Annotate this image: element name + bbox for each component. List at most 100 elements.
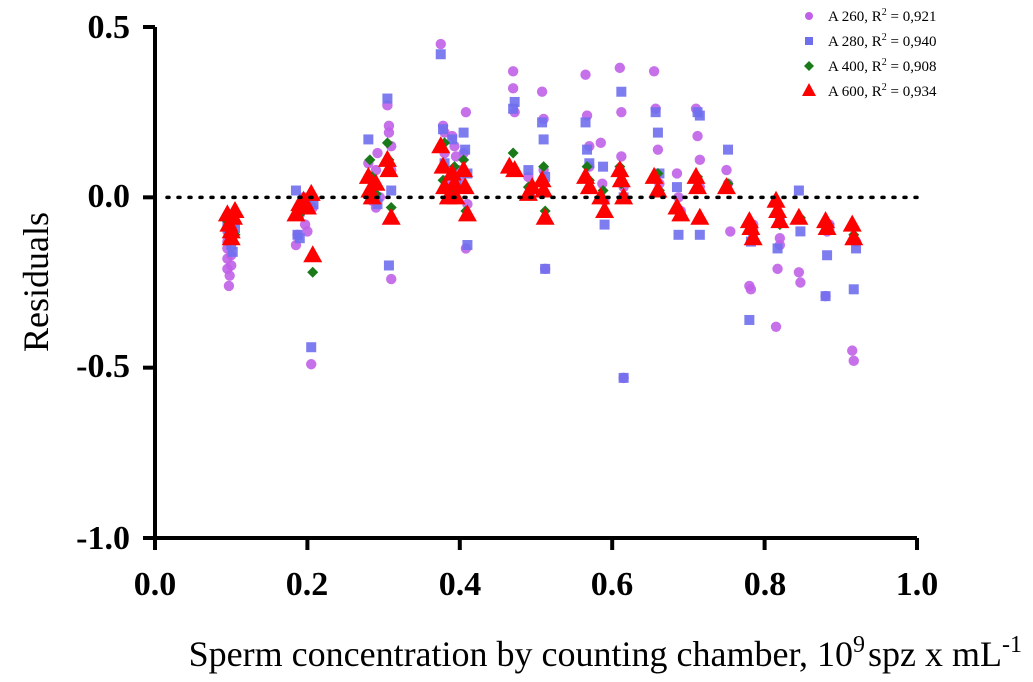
data-point-triangle [301,183,321,201]
data-point-square [308,199,319,210]
data-point-square [673,229,684,240]
data-point-triangle [535,207,555,225]
data-point-circle [580,69,591,80]
data-point-triangle [457,204,477,222]
data-point-circle [725,226,736,237]
x-tick-label: 1.0 [896,566,939,603]
data-point-circle [616,151,627,162]
data-point-triangle [444,173,464,191]
data-point-circle [848,355,859,367]
data-point-circle [774,233,786,244]
data-point-circle [793,267,805,278]
data-point-square [540,263,551,274]
legend-label: A 260, R2 = 0,921 [828,7,936,25]
x-tick-label: 0.6 [591,566,634,603]
data-point-triangle [591,187,611,205]
data-point-diamond [364,154,376,166]
data-point-triangle [690,207,710,225]
x-tick-label: 0.0 [134,566,177,603]
data-point-triangle [455,177,475,195]
data-point-triangle [770,211,790,229]
y-axis-title: Residuals [16,212,56,352]
data-point-triangle [610,160,630,178]
data-point-circle [597,178,608,189]
legend-item-a260: A 260, R2 = 0,921 [805,7,936,25]
data-point-square [306,342,317,353]
y-tick-label: -1.0 [76,520,130,557]
data-point-square [671,182,682,193]
data-point-square [723,144,734,155]
data-point-square [363,134,374,145]
data-point-triangle [768,200,788,218]
data-point-circle [847,345,858,356]
x-axis-title-unit: spz x mL [868,634,1002,674]
data-point-square [538,134,549,145]
data-point-circle [721,164,732,176]
data-point-square [772,243,783,254]
data-point-square [508,103,519,114]
data-point-circle [694,154,706,166]
axis-ticks [143,25,919,550]
data-point-circle [223,280,235,292]
data-point-triangle [534,180,554,198]
data-point-circle [795,277,806,288]
data-point-circle [507,66,519,77]
data-point-triangle [842,214,862,232]
legend-item-a600: A 600, R2 = 0,934 [802,82,937,100]
legend-label: A 280, R2 = 0,940 [828,32,936,50]
data-point-square [616,86,627,97]
data-point-circle [386,273,397,285]
data-point-circle [306,359,317,370]
legend-marker-triangle [802,83,816,96]
data-point-triangle [446,187,466,205]
data-point-triangle [532,170,552,188]
legend-item-a280: A 280, R2 = 0,940 [805,32,936,50]
data-point-triangle [741,217,761,235]
data-point-square [435,49,446,60]
legend: A 260, R2 = 0,921 A 280, R2 = 0,940 A 40… [802,7,937,100]
data-point-square [537,117,548,128]
data-point-square [795,226,806,237]
data-point-square [290,185,301,196]
data-point-square [598,161,609,172]
data-point-square [599,219,610,230]
data-point-square [820,291,831,302]
data-point-triangle [614,187,634,205]
data-point-triangle [522,177,542,195]
data-point-square [744,314,755,325]
data-point-triangle [688,177,708,195]
data-point-triangle [379,160,399,178]
data-point-square [458,127,469,138]
data-point-triangle [844,228,864,246]
legend-label: A 600, R2 = 0,934 [828,82,937,100]
data-point-square [650,107,661,118]
data-point-circle [435,38,446,50]
data-point-diamond [385,202,397,214]
data-point-circle [745,284,757,295]
data-point-triangle [595,200,615,218]
legend-marker-diamond [804,61,814,71]
data-point-square [851,243,862,254]
data-point-square [584,158,595,169]
data-point-square [582,144,593,155]
data-point-square [694,110,705,121]
data-point-triangle [789,207,809,225]
data-point-circle [772,263,783,275]
data-point-triangle [225,200,245,218]
data-point-square [386,185,397,196]
data-point-circle [770,321,782,332]
legend-marker-square [805,37,813,45]
data-point-triangle [743,228,763,246]
data-point-square [227,246,238,257]
data-point-circle [224,270,235,281]
data-point-triangle [717,177,736,195]
data-point-square [460,144,471,155]
x-tick-label: 0.4 [439,566,482,603]
data-point-square [580,117,591,128]
data-point-circle [507,83,519,94]
data-point-square [438,124,449,135]
data-point-circle [302,226,313,237]
data-point-circle [536,86,548,97]
y-tick-label: -0.5 [76,348,130,385]
